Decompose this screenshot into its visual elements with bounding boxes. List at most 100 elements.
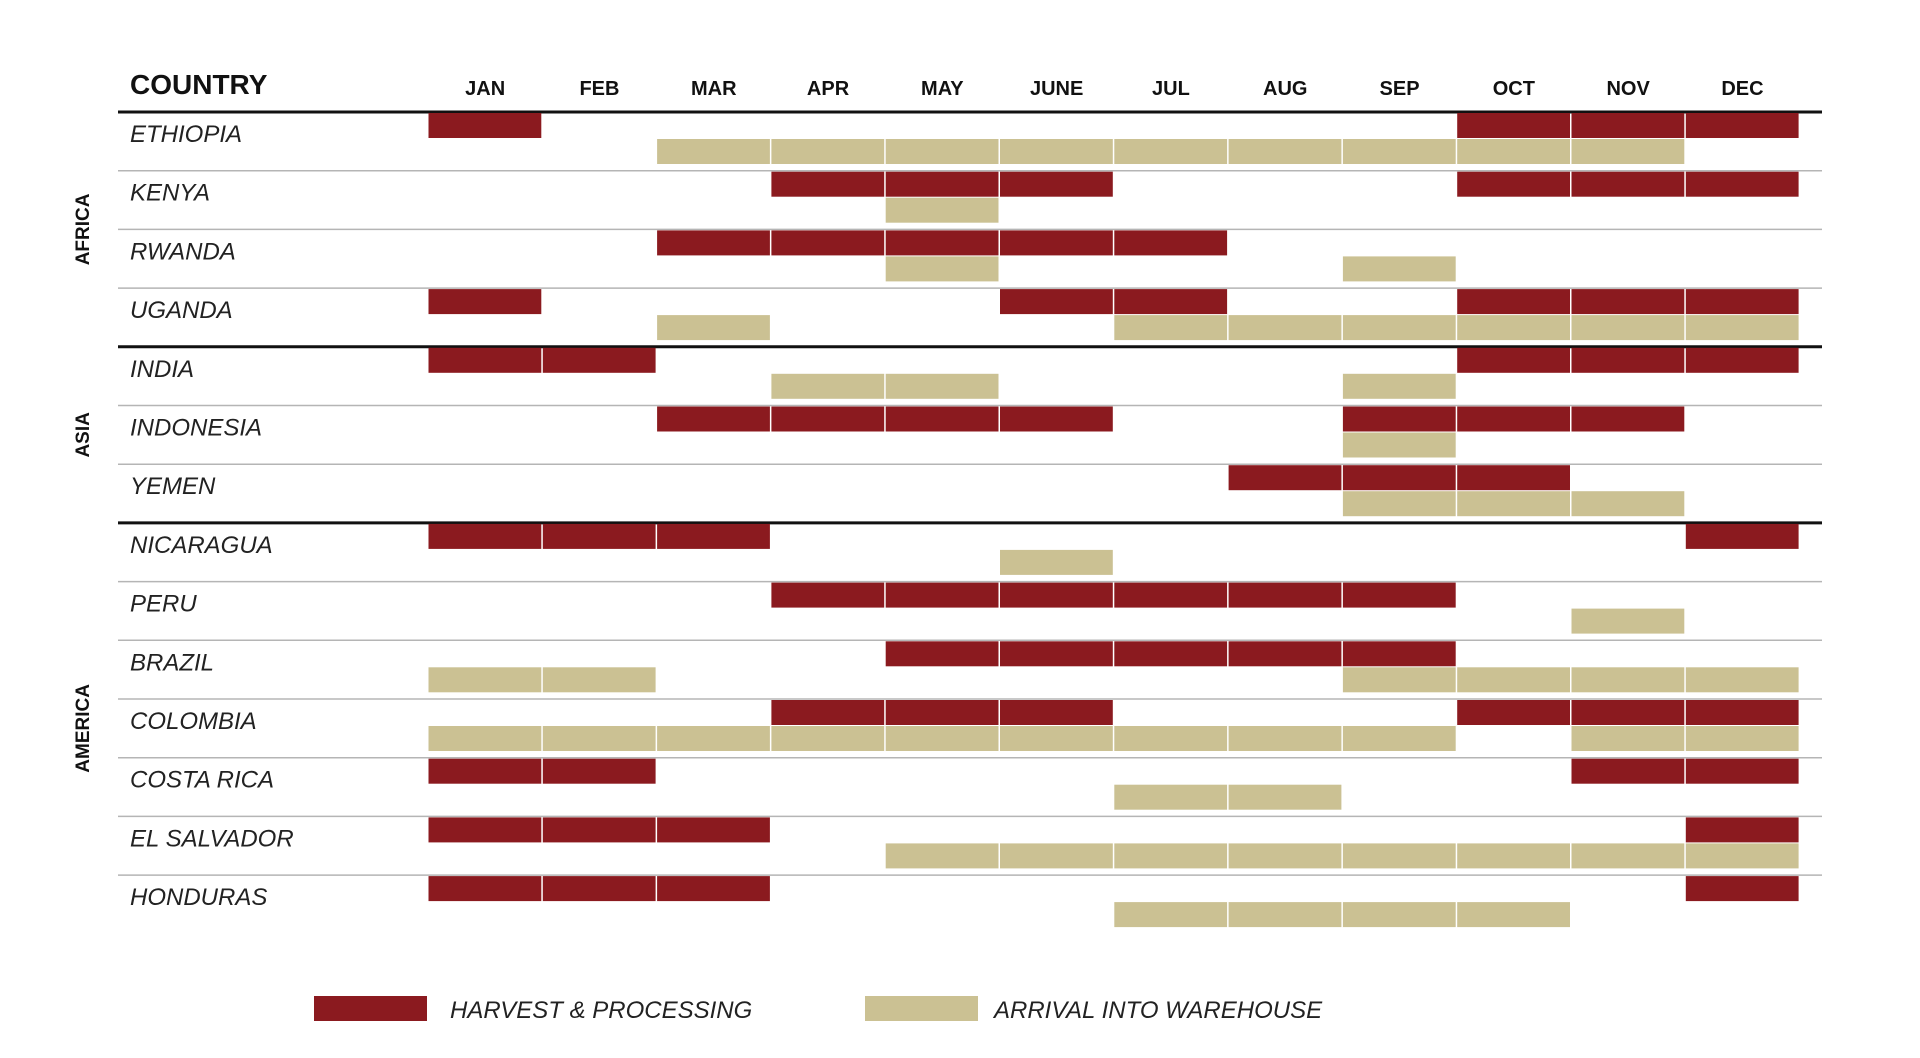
- harvest-bar-india-m12: [1685, 347, 1799, 373]
- harvest-bar-indonesia-m6: [1000, 406, 1113, 432]
- harvest-bar-peru-m8: [1228, 582, 1342, 608]
- arrival-bar-honduras-m8: [1228, 902, 1342, 928]
- harvest-bar-peru-m4: [771, 582, 885, 608]
- harvest-bar-colombia-m12: [1685, 700, 1799, 725]
- harvest-bar-india-m2: [542, 347, 656, 373]
- arrival-bar-rwanda-m5: [885, 256, 999, 282]
- legend-swatch-arrival: [865, 996, 978, 1021]
- arrival-bar-el-salvador-m12: [1685, 843, 1799, 869]
- country-label-costa-rica: COSTA RICA: [130, 767, 274, 794]
- arrival-bar-ethiopia-m10: [1457, 139, 1570, 164]
- harvest-bar-uganda-m11: [1571, 289, 1685, 315]
- arrival-bar-el-salvador-m8: [1228, 843, 1342, 869]
- legend-label-harvest: HARVEST & PROCESSING: [450, 997, 752, 1024]
- harvest-bar-yemen-m9: [1342, 465, 1456, 491]
- harvest-bar-costa-rica-m2: [542, 758, 656, 784]
- harvest-bar-honduras-m12: [1685, 876, 1799, 902]
- harvest-bar-nicaragua-m3: [657, 523, 770, 549]
- country-label-nicaragua: NICARAGUA: [130, 532, 273, 559]
- harvest-bar-colombia-m5: [885, 700, 999, 725]
- harvest-bar-peru-m7: [1114, 582, 1228, 608]
- arrival-bar-india-m5: [885, 373, 999, 399]
- arrival-bar-brazil-m11: [1571, 667, 1685, 693]
- arrival-bar-el-salvador-m11: [1571, 843, 1685, 869]
- harvest-bar-costa-rica-m1: [428, 758, 542, 784]
- month-header-mar: MAR: [691, 78, 737, 100]
- month-header-jul: JUL: [1152, 78, 1190, 100]
- month-header-june: JUNE: [1030, 78, 1083, 100]
- region-label-africa: AFRICA: [73, 193, 94, 265]
- arrival-bar-yemen-m9: [1342, 491, 1456, 517]
- harvest-bar-nicaragua-m2: [542, 523, 656, 549]
- arrival-bar-uganda-m12: [1685, 315, 1799, 341]
- country-label-ethiopia: ETHIOPIA: [130, 121, 242, 148]
- harvest-bar-nicaragua-m12: [1685, 523, 1799, 549]
- legend: HARVEST & PROCESSING ARRIVAL INTO WAREHOU…: [314, 996, 1323, 1024]
- harvest-bar-costa-rica-m11: [1571, 758, 1685, 784]
- harvest-bar-india-m11: [1571, 347, 1685, 373]
- arrival-bar-yemen-m11: [1571, 491, 1685, 517]
- harvest-bar-rwanda-m7: [1114, 230, 1228, 256]
- harvest-bar-colombia-m11: [1571, 700, 1685, 725]
- harvest-bar-el-salvador-m1: [428, 817, 542, 843]
- arrival-bar-indonesia-m9: [1342, 432, 1456, 458]
- harvest-bar-rwanda-m4: [771, 230, 885, 256]
- arrival-bar-ethiopia-m5: [885, 139, 999, 164]
- arrival-bar-el-salvador-m6: [1000, 843, 1113, 869]
- country-label-peru: PERU: [130, 591, 197, 618]
- arrival-bar-india-m4: [771, 373, 885, 399]
- harvest-bar-uganda-m1: [428, 289, 542, 315]
- arrival-bar-colombia-m7: [1114, 726, 1228, 751]
- harvest-bar-colombia-m6: [1000, 700, 1113, 725]
- harvest-bar-ethiopia-m10: [1457, 113, 1570, 138]
- arrival-bar-el-salvador-m5: [885, 843, 999, 869]
- arrival-bar-colombia-m5: [885, 726, 999, 751]
- harvest-bar-kenya-m6: [1000, 171, 1113, 197]
- arrival-bar-uganda-m7: [1114, 315, 1228, 341]
- harvest-bar-indonesia-m11: [1571, 406, 1685, 432]
- month-header-feb: FEB: [579, 78, 619, 100]
- harvest-bar-brazil-m8: [1228, 641, 1342, 667]
- arrival-bar-ethiopia-m3: [657, 139, 770, 164]
- country-label-yemen: YEMEN: [130, 473, 216, 500]
- arrival-bar-india-m9: [1342, 373, 1456, 399]
- arrival-bar-ethiopia-m11: [1571, 139, 1685, 164]
- harvest-bar-ethiopia-m12: [1685, 113, 1799, 138]
- arrival-bar-colombia-m2: [542, 726, 656, 751]
- arrival-bar-yemen-m10: [1457, 491, 1570, 517]
- arrival-bar-brazil-m9: [1342, 667, 1456, 693]
- country-label-kenya: KENYA: [130, 180, 210, 207]
- harvest-bar-brazil-m9: [1342, 641, 1456, 667]
- country-label-honduras: HONDURAS: [130, 884, 267, 911]
- arrival-bar-ethiopia-m9: [1342, 139, 1456, 164]
- arrival-bar-colombia-m1: [428, 726, 542, 751]
- harvest-bar-peru-m6: [1000, 582, 1113, 608]
- country-label-india: INDIA: [130, 356, 194, 383]
- arrival-bar-colombia-m9: [1342, 726, 1456, 751]
- arrival-bar-ethiopia-m6: [1000, 139, 1113, 164]
- arrival-bar-brazil-m1: [428, 667, 542, 693]
- arrival-bar-el-salvador-m10: [1457, 843, 1570, 869]
- country-label-uganda: UGANDA: [130, 297, 233, 324]
- harvest-bar-brazil-m5: [885, 641, 999, 667]
- harvest-bar-kenya-m5: [885, 171, 999, 197]
- bars: [428, 113, 1799, 928]
- chart-title: COUNTRY: [130, 69, 268, 100]
- arrival-bar-el-salvador-m9: [1342, 843, 1456, 869]
- harvest-bar-colombia-m4: [771, 700, 885, 725]
- month-header-dec: DEC: [1721, 78, 1763, 100]
- country-label-indonesia: INDONESIA: [130, 415, 262, 442]
- month-header-nov: NOV: [1606, 78, 1650, 100]
- region-label-asia: ASIA: [73, 412, 94, 458]
- arrival-bar-rwanda-m9: [1342, 256, 1456, 282]
- region-label-america: AMERICA: [73, 684, 94, 773]
- harvest-bar-rwanda-m6: [1000, 230, 1113, 256]
- legend-swatch-harvest: [314, 996, 427, 1021]
- harvest-bar-yemen-m10: [1457, 465, 1570, 491]
- month-header-sep: SEP: [1380, 78, 1420, 100]
- harvest-bar-peru-m9: [1342, 582, 1456, 608]
- harvest-bar-uganda-m6: [1000, 289, 1113, 315]
- month-header-apr: APR: [807, 78, 850, 100]
- country-label-rwanda: RWANDA: [130, 238, 236, 265]
